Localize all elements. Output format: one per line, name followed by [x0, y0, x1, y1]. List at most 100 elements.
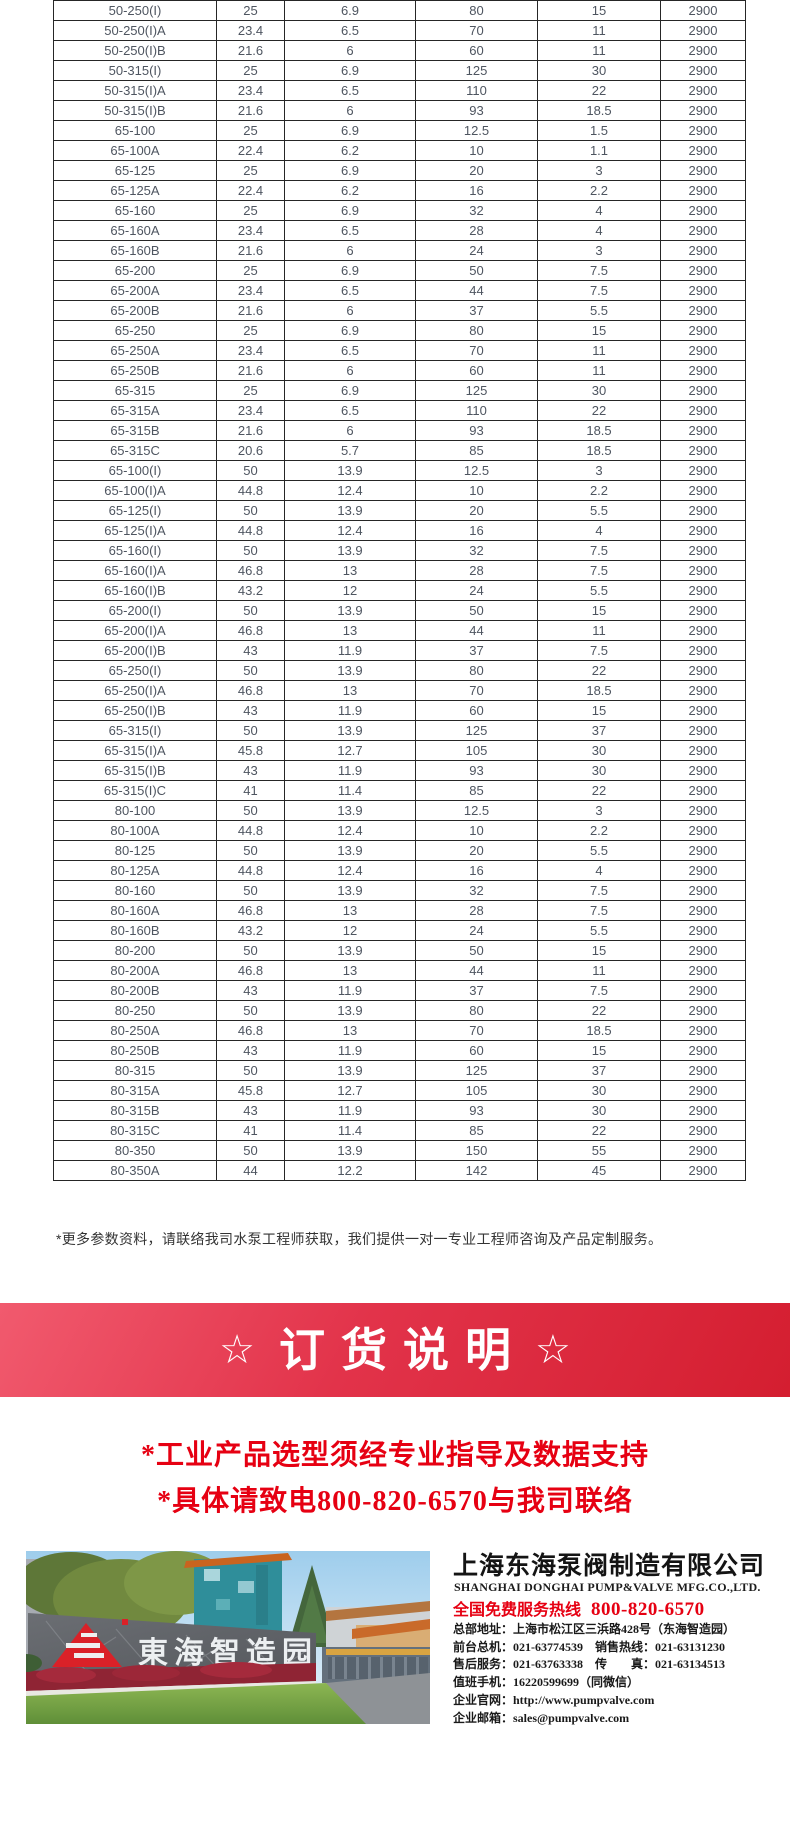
table-row: 65-100(I) 50 13.9 12.5 3 2900	[53, 460, 746, 481]
table-cell: 41	[216, 780, 285, 801]
table-row: 65-250(I)B 43 11.9 60 15 2900	[53, 700, 746, 721]
table-cell: 80-160B	[53, 920, 217, 941]
table-cell: 93	[415, 760, 538, 781]
table-cell: 65-250A	[53, 340, 217, 361]
table-cell: 7.5	[537, 880, 661, 901]
table-cell: 4	[537, 220, 661, 241]
table-row: 65-125(I)A 44.8 12.4 16 4 2900	[53, 520, 746, 541]
table-row: 65-200A 23.4 6.5 44 7.5 2900	[53, 280, 746, 301]
table-cell: 13	[284, 560, 416, 581]
table-row: 65-200B 21.6 6 37 5.5 2900	[53, 300, 746, 321]
table-cell: 15	[537, 0, 661, 21]
table-cell: 2900	[660, 340, 746, 361]
table-cell: 125	[415, 1060, 538, 1081]
table-row: 65-160B 21.6 6 24 3 2900	[53, 240, 746, 261]
table-cell: 5.5	[537, 500, 661, 521]
table-cell: 22	[537, 80, 661, 101]
table-cell: 30	[537, 380, 661, 401]
table-cell: 65-200(I)A	[53, 620, 217, 641]
contact-line-mobile: 值班手机：16220599699（同微信）	[453, 1675, 640, 1690]
table-cell: 24	[415, 580, 538, 601]
company-name-cn: 上海东海泵阀制造有限公司	[453, 1552, 766, 1580]
table-cell: 37	[537, 720, 661, 741]
table-cell: 65-160(I)B	[53, 580, 217, 601]
table-row: 65-250(I)A 46.8 13 70 18.5 2900	[53, 680, 746, 701]
table-cell: 65-100(I)A	[53, 480, 217, 501]
contact-line-service-fax: 售后服务：021-63763338 传 真：021-63134513	[453, 1657, 725, 1672]
table-cell: 12.5	[415, 120, 538, 141]
contact-info-block: 总部地址：上海市松江区三浜路428号（东海智造园） 前台总机：021-63774…	[453, 1621, 735, 1727]
table-cell: 21.6	[216, 420, 285, 441]
table-row: 50-250(I)B 21.6 6 60 11 2900	[53, 40, 746, 61]
table-cell: 25	[216, 200, 285, 221]
table-cell: 13.9	[284, 800, 416, 821]
table-cell: 13	[284, 900, 416, 921]
table-cell: 25	[216, 60, 285, 81]
table-cell: 11	[537, 20, 661, 41]
table-cell: 50	[216, 500, 285, 521]
table-cell: 43.2	[216, 920, 285, 941]
table-cell: 11.9	[284, 760, 416, 781]
table-cell: 2900	[660, 480, 746, 501]
table-cell: 21.6	[216, 360, 285, 381]
table-cell: 30	[537, 1080, 661, 1101]
table-cell: 44	[415, 620, 538, 641]
table-cell: 46.8	[216, 620, 285, 641]
table-cell: 2900	[660, 540, 746, 561]
table-cell: 2900	[660, 320, 746, 341]
table-cell: 2900	[660, 120, 746, 141]
table-cell: 50	[216, 840, 285, 861]
table-row: 65-315 25 6.9 125 30 2900	[53, 380, 746, 401]
table-cell: 2.2	[537, 480, 661, 501]
table-cell: 43	[216, 640, 285, 661]
table-cell: 2900	[660, 580, 746, 601]
table-cell: 20	[415, 500, 538, 521]
table-cell: 22	[537, 400, 661, 421]
table-cell: 65-100	[53, 120, 217, 141]
table-cell: 18.5	[537, 420, 661, 441]
table-row: 65-160(I)A 46.8 13 28 7.5 2900	[53, 560, 746, 581]
table-cell: 37	[415, 980, 538, 1001]
contact-line-website: 企业官网：http://www.pumpvalve.com	[453, 1692, 655, 1707]
table-cell: 70	[415, 1020, 538, 1041]
table-cell: 11.9	[284, 1040, 416, 1061]
table-cell: 80-160A	[53, 900, 217, 921]
table-cell: 43	[216, 1100, 285, 1121]
table-cell: 12.7	[284, 740, 416, 761]
table-cell: 2900	[660, 720, 746, 741]
table-row: 65-125(I) 50 13.9 20 5.5 2900	[53, 500, 746, 521]
table-cell: 60	[415, 1040, 538, 1061]
table-cell: 4	[537, 200, 661, 221]
table-cell: 105	[415, 740, 538, 761]
table-cell: 28	[415, 220, 538, 241]
table-cell: 10	[415, 140, 538, 161]
table-cell: 65-200(I)B	[53, 640, 217, 661]
table-cell: 60	[415, 360, 538, 381]
table-cell: 50	[216, 940, 285, 961]
star-icon: ☆	[535, 1328, 571, 1372]
table-cell: 2900	[660, 40, 746, 61]
table-cell: 18.5	[537, 1020, 661, 1041]
table-cell: 1.1	[537, 140, 661, 161]
table-cell: 11.9	[284, 640, 416, 661]
table-cell: 80-315C	[53, 1120, 217, 1141]
table-cell: 93	[415, 100, 538, 121]
table-cell: 21.6	[216, 100, 285, 121]
table-row: 50-315(I) 25 6.9 125 30 2900	[53, 60, 746, 81]
table-cell: 6	[284, 420, 416, 441]
table-cell: 13.9	[284, 880, 416, 901]
table-cell: 110	[415, 80, 538, 101]
table-cell: 12	[284, 920, 416, 941]
table-cell: 2900	[660, 1000, 746, 1021]
table-cell: 44	[216, 1160, 285, 1181]
table-cell: 5.5	[537, 920, 661, 941]
table-cell: 13	[284, 680, 416, 701]
table-cell: 3	[537, 160, 661, 181]
table-cell: 18.5	[537, 680, 661, 701]
table-cell: 5.5	[537, 580, 661, 601]
table-cell: 20	[415, 840, 538, 861]
table-cell: 16	[415, 860, 538, 881]
table-cell: 44.8	[216, 820, 285, 841]
table-row: 80-250 50 13.9 80 22 2900	[53, 1000, 746, 1021]
table-cell: 6.5	[284, 80, 416, 101]
